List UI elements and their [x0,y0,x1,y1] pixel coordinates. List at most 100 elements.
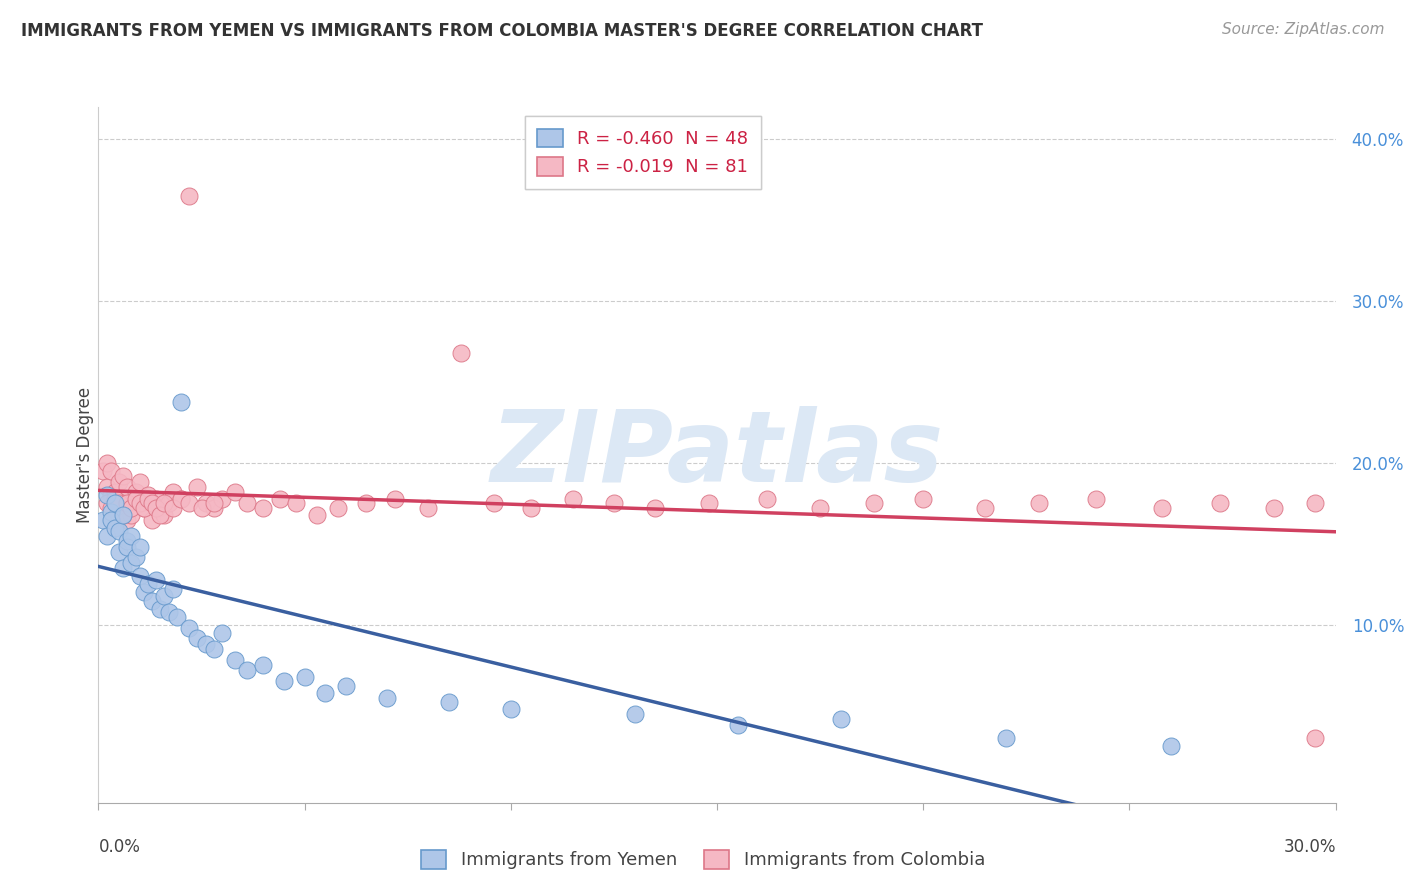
Text: Source: ZipAtlas.com: Source: ZipAtlas.com [1222,22,1385,37]
Point [112,561,135,575]
Point [273,674,295,689]
Point [117,540,139,554]
Point [561,491,583,506]
Point [91,464,114,478]
Point [727,718,749,732]
Point [179,621,201,635]
Point [236,663,259,677]
Point [994,731,1017,745]
Point [153,589,176,603]
Point [128,540,150,554]
Point [170,394,193,409]
Point [153,496,176,510]
Point [117,533,139,548]
Point [162,485,184,500]
Point [149,508,172,522]
Point [120,496,142,510]
Point [170,491,193,506]
Point [211,491,233,506]
Point [96,456,118,470]
Point [100,513,122,527]
Point [104,491,127,506]
Point [1028,496,1050,510]
Point [124,549,146,564]
Point [644,501,666,516]
Point [269,491,291,506]
Point [128,496,150,510]
Point [830,712,852,726]
Point [202,501,225,516]
Point [194,496,217,510]
Point [162,582,184,597]
Point [117,496,139,510]
Point [224,485,246,500]
Point [384,491,406,506]
Point [1303,496,1326,510]
Point [91,513,114,527]
Point [124,485,146,500]
Point [112,508,135,522]
Point [236,496,259,510]
Point [124,491,146,506]
Point [120,501,142,516]
Point [808,501,831,516]
Point [1152,501,1174,516]
Point [100,464,122,478]
Point [194,637,217,651]
Point [136,577,159,591]
Point [108,501,131,516]
Text: IMMIGRANTS FROM YEMEN VS IMMIGRANTS FROM COLOMBIA MASTER'S DEGREE CORRELATION CH: IMMIGRANTS FROM YEMEN VS IMMIGRANTS FROM… [21,22,983,40]
Point [186,631,208,645]
Point [104,496,127,510]
Point [136,488,159,502]
Point [1209,496,1232,510]
Point [314,686,336,700]
Point [104,496,127,510]
Point [190,501,212,516]
Point [186,480,208,494]
Point [108,545,131,559]
Point [974,501,997,516]
Point [285,496,308,510]
Point [162,501,184,516]
Point [862,496,884,510]
Point [145,501,167,516]
Point [499,702,522,716]
Point [912,491,935,506]
Point [112,491,135,506]
Point [100,488,122,502]
Point [141,496,163,510]
Point [145,573,167,587]
Point [149,601,172,615]
Legend: R = -0.460  N = 48, R = -0.019  N = 81: R = -0.460 N = 48, R = -0.019 N = 81 [524,116,761,189]
Point [697,496,720,510]
Point [108,496,131,510]
Legend: Immigrants from Yemen, Immigrants from Colombia: Immigrants from Yemen, Immigrants from C… [412,841,994,879]
Point [157,605,180,619]
Point [179,189,201,203]
Point [755,491,778,506]
Point [149,501,172,516]
Point [356,496,378,510]
Point [136,491,159,506]
Point [117,480,139,494]
Point [623,706,645,721]
Text: 30.0%: 30.0% [1284,838,1336,856]
Point [117,513,139,527]
Point [252,658,274,673]
Text: ZIPatlas: ZIPatlas [491,407,943,503]
Point [128,569,150,583]
Point [153,508,176,522]
Point [1263,501,1285,516]
Point [202,496,225,510]
Point [104,521,127,535]
Point [100,501,122,516]
Point [326,501,349,516]
Text: 0.0%: 0.0% [98,838,141,856]
Point [120,508,142,522]
Point [96,496,118,510]
Point [603,496,626,510]
Point [224,653,246,667]
Point [252,501,274,516]
Point [132,501,155,516]
